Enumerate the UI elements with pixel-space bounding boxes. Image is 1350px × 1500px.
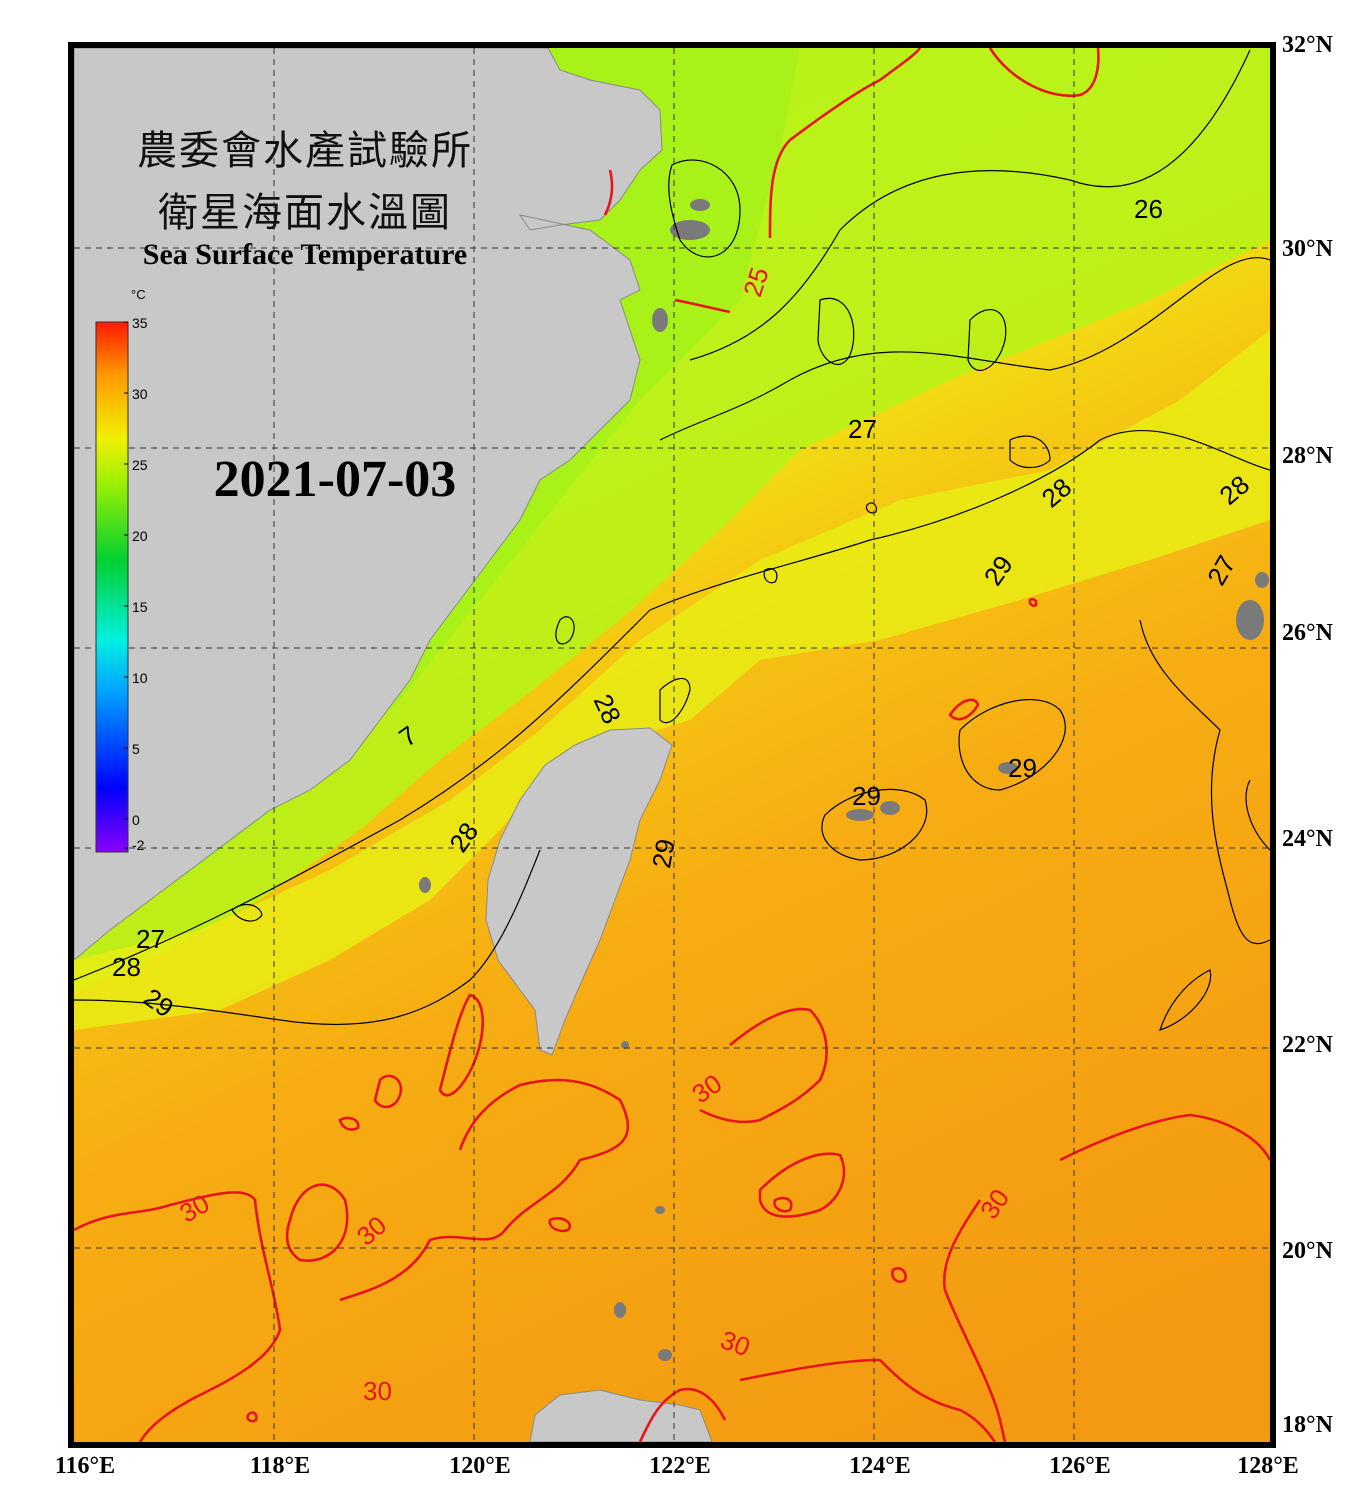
small-islands bbox=[419, 199, 1269, 1361]
lat-label: 32°N bbox=[1282, 32, 1333, 58]
contour-label-26: 26 bbox=[1134, 194, 1163, 224]
colorbar-tick: 20 bbox=[132, 528, 148, 544]
lat-label: 24°N bbox=[1282, 826, 1333, 852]
contour-label-30f: 30 bbox=[363, 1376, 392, 1406]
lat-label: 18°N bbox=[1282, 1412, 1333, 1438]
colorbar-tick: 15 bbox=[132, 599, 148, 615]
colorbar-tick: -2 bbox=[132, 837, 145, 853]
map-frame bbox=[68, 42, 1276, 1448]
lat-label: 26°N bbox=[1282, 620, 1333, 646]
contour-label-27a: 27 bbox=[848, 414, 877, 444]
colorbar-unit: °C bbox=[131, 287, 146, 302]
colorbar-tick: 5 bbox=[132, 741, 140, 757]
title-chinese-line1: 農委會水產試驗所 bbox=[137, 128, 473, 174]
contour-label-27d: 27 bbox=[136, 924, 165, 954]
lon-label: 120°E bbox=[449, 1453, 511, 1479]
colorbar-tick: 0 bbox=[132, 812, 140, 828]
colorbar-tick: 30 bbox=[132, 386, 148, 402]
mainland-china bbox=[74, 48, 663, 961]
lat-label: 30°N bbox=[1282, 236, 1333, 262]
lat-label: 28°N bbox=[1282, 443, 1333, 469]
yellow-band bbox=[74, 330, 1270, 1030]
luzon-island bbox=[529, 1389, 713, 1442]
lon-label: 122°E bbox=[649, 1453, 711, 1479]
title-english: Sea Surface Temperature bbox=[142, 238, 468, 271]
graticule bbox=[74, 48, 1270, 1442]
colorbar-tick: 35 bbox=[132, 315, 148, 331]
colorbar-tick: 10 bbox=[132, 670, 148, 686]
lat-label: 20°N bbox=[1282, 1238, 1333, 1264]
contours-red bbox=[74, 48, 1270, 1442]
contour-label-29d: 29 bbox=[646, 837, 681, 871]
colorbar-ticks bbox=[124, 321, 128, 849]
contours-black bbox=[74, 49, 1270, 1031]
colorbar bbox=[95, 321, 129, 853]
lon-label: 118°E bbox=[249, 1453, 311, 1479]
contour-label-29b: 29 bbox=[1008, 753, 1037, 783]
lon-label: 126°E bbox=[1049, 1453, 1111, 1479]
contour-label-29c: 29 bbox=[852, 781, 881, 811]
lat-label: 22°N bbox=[1282, 1032, 1333, 1058]
lon-label: 128°E bbox=[1237, 1453, 1299, 1479]
lon-label: 124°E bbox=[849, 1453, 911, 1479]
map-date: 2021-07-03 bbox=[213, 451, 457, 508]
contour-label-28e: 28 bbox=[112, 952, 141, 982]
colorbar-tick: 25 bbox=[132, 457, 148, 473]
taiwan-island bbox=[485, 727, 673, 1056]
title-chinese-line2: 衛星海面水溫圖 bbox=[158, 190, 452, 236]
lon-label: 116°E bbox=[54, 1453, 116, 1479]
